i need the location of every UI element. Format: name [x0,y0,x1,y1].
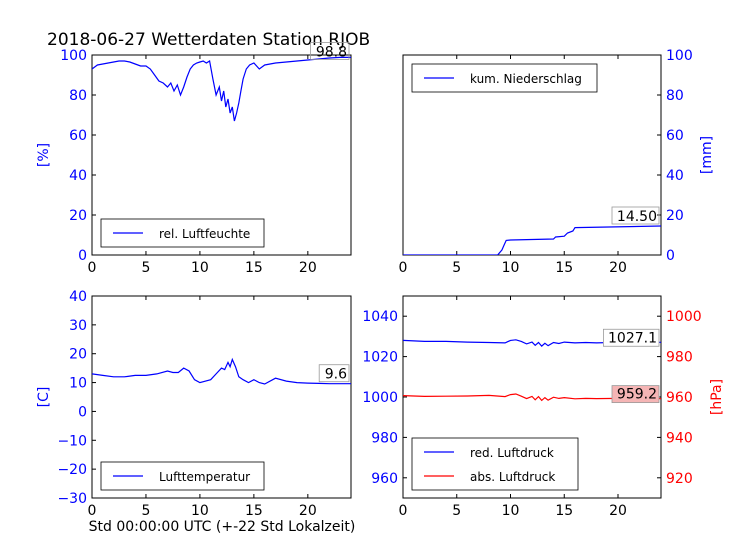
x-tick-label: 15 [555,260,573,276]
figure-title: 2018-06-27 Wetterdaten Station RJOB [47,30,370,50]
end-value-label: 1027.1 [608,330,657,346]
y-tick-label: 0 [666,248,675,264]
y-tick-label: 920 [666,471,693,487]
panel-temperature: 0 5 10 15 20 −30 −20 −10 0 10 20 30 40 [C] 9.6 Lufttemp… [36,289,352,519]
panel-precip: 0 5 10 15 20 0 20 40 60 80 100 [mm] 14.50 kum. Nieder… [399,48,715,276]
x-tick-label: 5 [141,503,150,519]
x-tick-label: 20 [299,503,317,519]
y-axis-label: [mm] [699,136,715,174]
x-axis-label: Std 00:00:00 UTC (+-22 Std Lokalzeit) [89,519,356,535]
y-tick-label: 1000 [666,309,702,325]
y-tick-label: 40 [69,289,87,305]
x-tick-label: 20 [299,260,317,276]
y-tick-label: 20 [69,208,87,224]
y-tick-label: 0 [78,404,87,420]
x-tick-label: 5 [141,260,150,276]
end-value-box [310,42,350,60]
series-line [403,339,661,347]
legend-box [411,437,579,491]
y-tick-label: 40 [666,168,684,184]
y-tick-label: 940 [666,430,693,446]
x-tick-label: 10 [191,260,209,276]
x-tick-label: 0 [88,260,97,276]
series-line [403,393,661,402]
plot-frame [91,54,352,256]
plot-frame [402,54,662,256]
x-tick-label: 10 [502,503,520,519]
x-tick-label: 5 [452,503,461,519]
legend-label: rel. Luftfeuchte [159,227,250,241]
y-tick-label: −10 [57,433,87,449]
x-tick-label: 10 [191,503,209,519]
y-tick-label: 80 [666,88,684,104]
panel-pressure: 0 5 10 15 20 960 980 1000 1020 1040 920 940 960 980 10… [362,295,725,519]
end-value-box [318,364,350,383]
series-line [92,56,351,122]
y-tick-label: 80 [69,88,87,104]
plot-frame [91,295,352,499]
x-tick-label: 0 [88,503,97,519]
y-tick-label: 30 [69,318,87,334]
end-value-label: 14.50 [617,209,657,225]
y-tick-label: 100 [60,48,87,64]
end-value-box [603,328,660,347]
y-tick-label: 1000 [362,390,398,406]
end-value-label: 9.6 [325,367,347,383]
y-tick-label: 20 [666,208,684,224]
y-tick-label: 60 [666,128,684,144]
x-tick-label: 15 [555,503,573,519]
x-tick-label: 0 [399,260,408,276]
series-line [403,225,661,255]
end-value-label: 98.8 [316,44,347,60]
y-tick-label: −30 [57,491,87,507]
y-tick-label: 10 [69,376,87,392]
y-tick-label: 960 [666,390,693,406]
y-tick-label: 100 [666,48,693,64]
legend-label: red. Luftdruck [470,446,554,460]
x-tick-label: 10 [502,260,520,276]
y-tick-label: −20 [57,462,87,478]
x-tick-label: 20 [609,503,627,519]
y-tick-label: 0 [78,248,87,264]
panel-humidity: 0 5 10 15 20 0 20 40 60 80 100 [%] 98.8 rel. Luftfeuc… [36,42,352,276]
x-tick-label: 5 [452,260,461,276]
y-tick-label: 20 [69,347,87,363]
x-tick-label: 15 [245,260,263,276]
x-tick-label: 0 [399,503,408,519]
y-tick-label: 40 [69,168,87,184]
series-line [92,357,351,385]
legend-label: abs. Luftdruck [470,470,555,484]
y-tick-label: 1040 [362,309,398,325]
y-tick-label: 980 [371,430,398,446]
y-tick-label: 1020 [362,350,398,366]
y-axis-label: [%] [36,143,52,167]
x-tick-label: 15 [245,503,263,519]
end-value-label: 959.2 [617,387,657,403]
y-axis-label: [hPa] [709,379,725,415]
y-tick-label: 980 [666,350,693,366]
legend-label: Lufttemperatur [159,470,250,484]
y-tick-label: 960 [371,471,398,487]
y-axis-label: [C] [36,387,52,408]
x-tick-label: 20 [609,260,627,276]
end-value-box [611,385,660,404]
y-tick-label: 60 [69,128,87,144]
end-value-box [611,206,660,225]
legend-label: kum. Niederschlag [470,72,582,86]
